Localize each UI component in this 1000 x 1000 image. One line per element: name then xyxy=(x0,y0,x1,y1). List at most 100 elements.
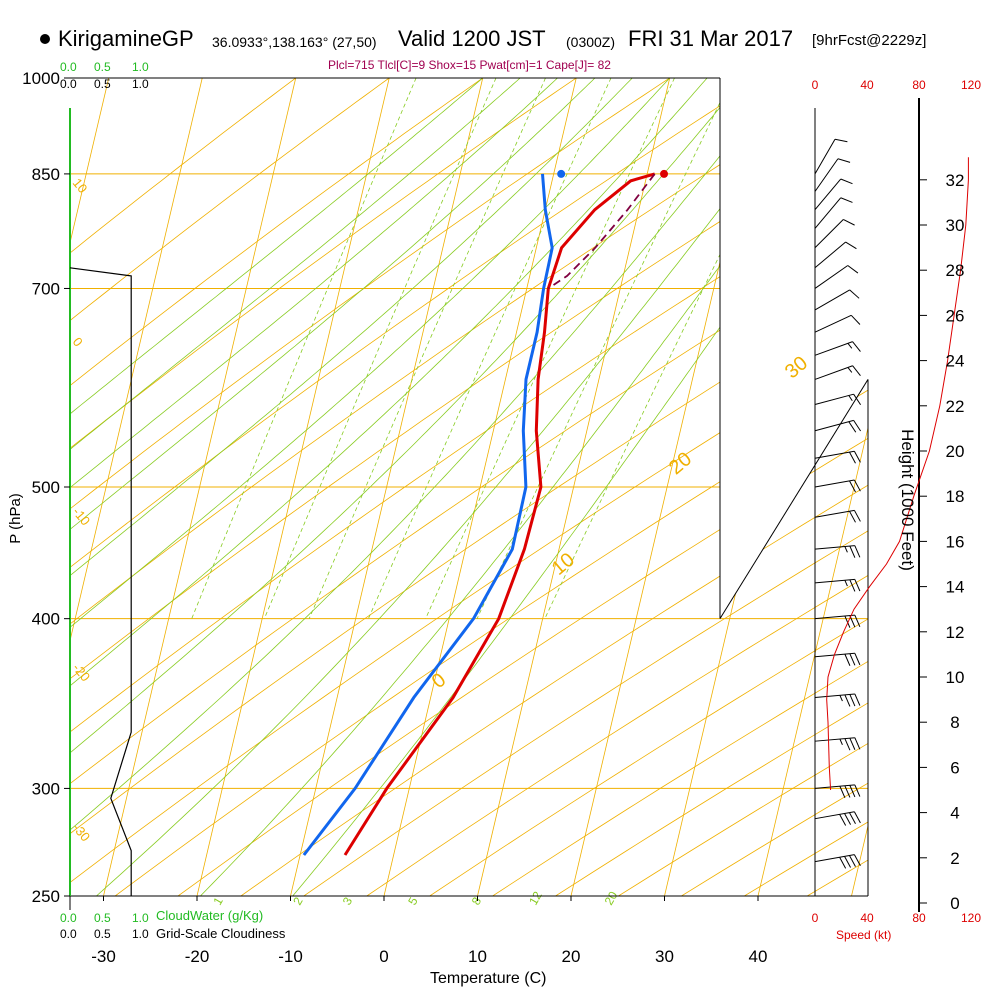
pressure-tick-label: 300 xyxy=(32,779,60,798)
surface-temperature-marker xyxy=(660,169,669,178)
cloudiness-scale-bottom: 0.5 xyxy=(94,927,111,941)
dry-adiabat-line xyxy=(207,78,868,896)
moist-adiabat-line xyxy=(70,78,820,896)
wind-barb-feather xyxy=(849,653,856,666)
height-tick-label: 20 xyxy=(946,442,965,461)
cloudiness-scale-bottom: 1.0 xyxy=(132,927,149,941)
dry-adiabat-line xyxy=(331,78,868,896)
site-coordinates: 36.0933°,138.163° (27,50) xyxy=(212,34,377,50)
wind-barb-feather xyxy=(853,479,861,492)
wind-barb-feather xyxy=(844,694,851,707)
dry-adiabat-line xyxy=(70,78,868,896)
moist-adiabat-line xyxy=(176,78,858,896)
wind-barb-staff xyxy=(814,289,850,311)
stability-indices: Plcl=715 Tlcl[C]=9 Shox=15 Pwat[cm]=1 Ca… xyxy=(328,58,611,72)
temperature-tick-label: -30 xyxy=(91,947,116,966)
isotherm-line xyxy=(757,78,868,896)
cloud-water-scale-top: 0.5 xyxy=(94,60,111,74)
isotherm-label: 30 xyxy=(781,352,812,383)
wind-barb-feather xyxy=(852,365,861,376)
wind-barb-feather xyxy=(854,614,861,627)
wind-barb-staff xyxy=(814,393,854,406)
sounding-series xyxy=(302,169,669,856)
dry-adiabat-line xyxy=(766,78,868,896)
wind-barb-feather xyxy=(839,857,847,869)
wind-barb-feather xyxy=(849,451,856,464)
wind-barb-staff xyxy=(814,737,855,742)
wind-barb-feather xyxy=(849,694,856,707)
series-parcel-line xyxy=(547,173,656,290)
speed-profile-line xyxy=(826,157,969,791)
wind-barb-staff xyxy=(814,197,842,229)
wind-barb-feather xyxy=(849,510,856,523)
wind-barb-half-feather xyxy=(844,580,848,587)
wind-barb-feather xyxy=(849,289,860,299)
speed-label: Speed (kt) xyxy=(836,928,892,942)
dry-adiabat-line xyxy=(70,78,868,896)
pressure-tick-label: 850 xyxy=(32,165,60,184)
cloudiness-line xyxy=(69,267,132,896)
wind-barb xyxy=(814,614,861,628)
wind-barb-feather xyxy=(847,265,859,274)
moist-adiabat-line xyxy=(70,78,483,896)
wind-barb-feather xyxy=(853,420,862,432)
wind-barb-staff xyxy=(814,341,853,356)
moist-adiabat-line xyxy=(70,78,670,896)
mixing-ratio-line xyxy=(476,78,733,619)
grid-lines xyxy=(70,78,868,896)
dry-adiabat-label: 0 xyxy=(70,334,86,349)
dry-adiabat-line xyxy=(518,78,868,896)
dry-adiabat-line xyxy=(70,78,525,896)
cloudiness-scale-bottom: 0.0 xyxy=(60,927,77,941)
dry-adiabat-line xyxy=(269,78,868,896)
isotherm-line xyxy=(851,78,868,896)
cloud-water-scale-bottom: 0.5 xyxy=(94,911,111,925)
dry-adiabat-label: -30 xyxy=(70,820,94,844)
height-tick-label: 28 xyxy=(946,261,965,280)
wind-barb-feather xyxy=(854,737,861,750)
wind-barb xyxy=(814,578,861,592)
height-tick-label: 6 xyxy=(950,758,959,777)
valid-time: Valid 1200 JST xyxy=(398,26,546,51)
wind-barb xyxy=(814,365,861,380)
cloud-water-label: CloudWater (g/Kg) xyxy=(156,908,264,923)
wind-barb xyxy=(814,419,862,433)
speed-tick-bottom: 80 xyxy=(912,911,926,925)
wind-barb xyxy=(814,289,860,311)
diagram-slant-edge xyxy=(719,379,869,619)
wind-barb-staff xyxy=(814,784,855,789)
height-tick-label: 24 xyxy=(946,352,965,371)
cloudiness-scale-top: 0.0 xyxy=(60,77,77,91)
wind-barb xyxy=(814,265,859,289)
pressure-tick-label: 500 xyxy=(32,478,60,497)
wind-barb-feather xyxy=(850,314,861,325)
wind-barb-feather xyxy=(849,737,856,750)
wind-barb xyxy=(814,158,851,192)
station-marker-icon xyxy=(40,34,50,44)
height-tick-label: 2 xyxy=(950,849,959,868)
isotherm-line xyxy=(70,78,110,896)
series-dewpoint-line xyxy=(302,173,554,856)
height-tick-label: 0 xyxy=(950,894,959,913)
dry-adiabat-line xyxy=(70,78,868,896)
temperature-tick-label: 0 xyxy=(379,947,388,966)
speed-tick-top: 80 xyxy=(912,78,926,92)
wind-barb-half-feather xyxy=(847,343,853,349)
wind-barb-staff xyxy=(814,545,855,550)
mixing-ratio-label: 20 xyxy=(602,889,621,908)
forecast-info: [9hrFcst@2229z] xyxy=(812,32,927,49)
wind-barb-feather xyxy=(840,178,853,185)
wind-barb-feather xyxy=(853,451,861,463)
wind-barb-staff xyxy=(814,419,854,432)
wind-barb-staff xyxy=(814,578,855,584)
wind-barb-feather xyxy=(834,138,848,143)
wind-barb xyxy=(814,241,857,269)
mixing-ratio-label: 12 xyxy=(526,889,545,908)
cloud-water-scale-bottom: 1.0 xyxy=(132,911,149,925)
wind-barb-feather xyxy=(848,421,857,433)
dry-adiabat-line xyxy=(70,78,430,896)
wind-panel: 0040408080120120024681012141618202224262… xyxy=(812,78,982,925)
dry-adiabat-label: 10 xyxy=(70,175,91,196)
wind-barb-staff xyxy=(814,178,842,210)
